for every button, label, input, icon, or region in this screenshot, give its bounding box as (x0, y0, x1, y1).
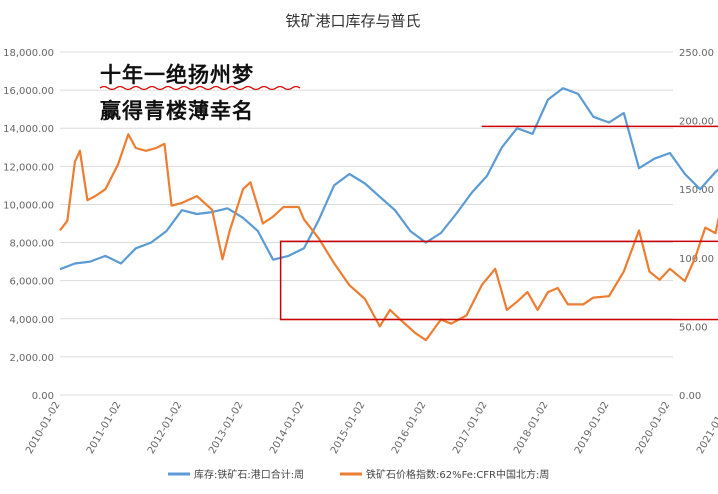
left-axis-ticks: 0.00 2,000.00 4,000.00 6,000.00 8,000.00 10,0… (3, 48, 54, 402)
left-tick-label: 14,000.00 (3, 124, 54, 135)
gridlines (60, 51, 673, 396)
series-lines (59, 87, 718, 342)
inventory-series-line (59, 87, 718, 271)
x-tick-label: 2012-01-02 (146, 400, 185, 456)
x-tick-label: 2019-01-02 (573, 400, 612, 456)
right-tick-label: 200.00 (679, 117, 714, 128)
left-tick-label: 12,000.00 (3, 162, 54, 173)
right-tick-label: 50.00 (679, 322, 708, 333)
annotation-rect (279, 240, 718, 321)
left-tick-label: 8,000.00 (9, 239, 54, 250)
left-tick-label: 4,000.00 (9, 315, 54, 326)
x-tick-label: 2010-01-02 (24, 400, 63, 456)
legend-label: 铁矿石价格指数:62%Fe:CFR中国北方:周 (366, 468, 549, 481)
x-axis-ticks: 2010-01-02 2011-01-02 2012-01-02 2013-01-02… (24, 400, 718, 456)
x-tick-label: 2015-01-02 (329, 400, 368, 456)
left-tick-label: 2,000.00 (9, 353, 54, 364)
left-tick-label: 0.00 (32, 391, 54, 402)
right-axis-ticks: 0.00 50.00 100.00 150.00 200.00 250.00 (679, 48, 714, 402)
x-tick-label: 2018-01-02 (512, 400, 551, 456)
right-tick-label: 100.00 (679, 254, 714, 265)
x-tick-label: 2017-01-02 (451, 400, 490, 456)
x-tick-label: 2011-01-02 (85, 400, 124, 456)
x-tick-label: 2020-01-02 (634, 400, 673, 456)
right-tick-label: 150.00 (679, 185, 714, 196)
annotations (279, 125, 718, 321)
x-tick-label: 2021-01-02 (695, 400, 718, 456)
overlay-line-1: 十年一绝扬州梦 (100, 63, 254, 87)
left-tick-label: 10,000.00 (3, 200, 54, 211)
right-tick-label: 0.00 (679, 391, 701, 402)
x-tick-label: 2016-01-02 (390, 400, 429, 456)
legend-label: 库存:铁矿石:港口合计:周 (194, 468, 304, 481)
legend: 库存:铁矿石:港口合计:周 铁矿石价格指数:62%Fe:CFR中国北方:周 (168, 468, 549, 481)
price-index-series-line (59, 133, 718, 342)
overlay-wavy-underline (99, 85, 301, 91)
chart-title: 铁矿港口库存与普氏 (285, 12, 420, 30)
overlay-line-2: 赢得青楼薄幸名 (100, 99, 254, 123)
right-tick-label: 250.00 (679, 48, 714, 59)
left-tick-label: 18,000.00 (3, 48, 54, 59)
left-tick-label: 6,000.00 (9, 277, 54, 288)
left-tick-label: 16,000.00 (3, 86, 54, 97)
x-tick-label: 2013-01-02 (207, 400, 246, 456)
x-tick-label: 2014-01-02 (268, 400, 307, 456)
